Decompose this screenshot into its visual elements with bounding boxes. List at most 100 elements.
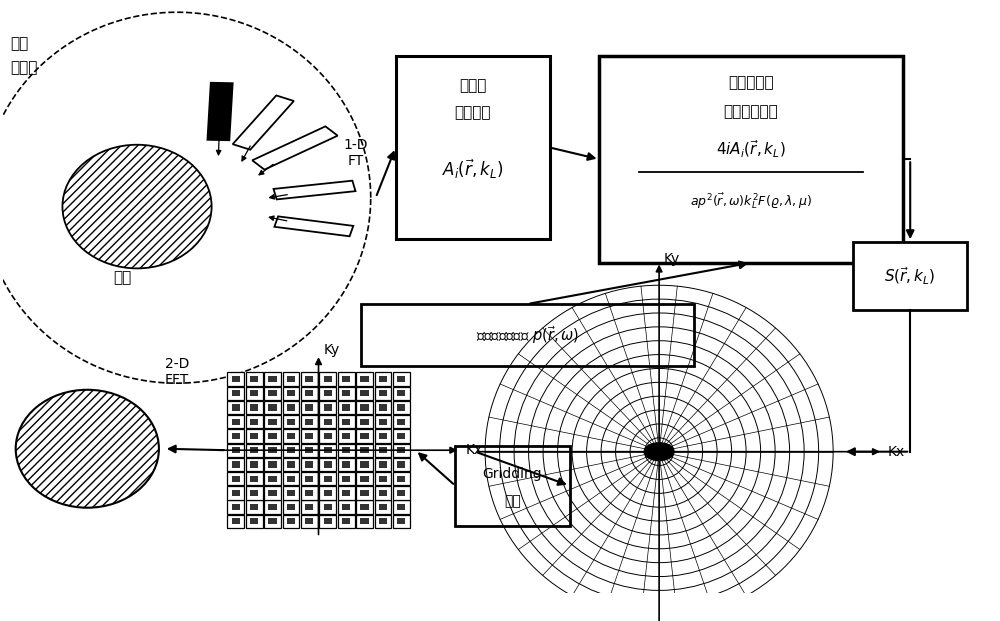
FancyBboxPatch shape [250,519,258,525]
FancyBboxPatch shape [301,429,318,443]
Text: $4iA_i(\vec{r},k_L)$: $4iA_i(\vec{r},k_L)$ [716,138,786,160]
FancyBboxPatch shape [379,504,387,510]
FancyBboxPatch shape [379,476,387,482]
FancyBboxPatch shape [324,390,332,396]
FancyBboxPatch shape [375,486,391,499]
FancyBboxPatch shape [324,504,332,510]
FancyBboxPatch shape [283,515,299,528]
FancyBboxPatch shape [232,419,240,425]
FancyBboxPatch shape [360,490,369,496]
FancyBboxPatch shape [342,419,350,425]
FancyBboxPatch shape [287,519,295,525]
FancyBboxPatch shape [283,415,299,428]
FancyBboxPatch shape [360,461,369,468]
FancyBboxPatch shape [393,429,410,443]
FancyBboxPatch shape [397,404,405,410]
FancyBboxPatch shape [397,461,405,468]
FancyBboxPatch shape [268,519,277,525]
FancyBboxPatch shape [324,447,332,453]
FancyBboxPatch shape [305,490,313,496]
FancyBboxPatch shape [250,419,258,425]
FancyBboxPatch shape [264,458,281,471]
FancyBboxPatch shape [379,419,387,425]
FancyBboxPatch shape [393,501,410,514]
FancyBboxPatch shape [361,304,694,366]
FancyBboxPatch shape [264,443,281,457]
FancyBboxPatch shape [232,404,240,410]
FancyBboxPatch shape [264,472,281,486]
FancyBboxPatch shape [227,501,244,514]
FancyBboxPatch shape [287,490,295,496]
FancyBboxPatch shape [338,429,355,443]
FancyBboxPatch shape [356,458,373,471]
FancyBboxPatch shape [397,476,405,482]
FancyBboxPatch shape [246,387,263,400]
FancyBboxPatch shape [379,404,387,410]
FancyBboxPatch shape [319,429,336,443]
FancyBboxPatch shape [301,373,318,386]
FancyBboxPatch shape [599,56,903,263]
FancyBboxPatch shape [397,419,405,425]
FancyBboxPatch shape [301,401,318,414]
FancyBboxPatch shape [356,472,373,486]
FancyBboxPatch shape [268,461,277,468]
Polygon shape [233,96,294,150]
FancyBboxPatch shape [264,415,281,428]
FancyBboxPatch shape [356,486,373,499]
FancyBboxPatch shape [305,476,313,482]
FancyBboxPatch shape [268,447,277,453]
Ellipse shape [62,145,212,268]
FancyBboxPatch shape [338,515,355,528]
FancyBboxPatch shape [338,458,355,471]
FancyBboxPatch shape [264,486,281,499]
FancyBboxPatch shape [338,486,355,499]
FancyBboxPatch shape [287,376,295,382]
FancyBboxPatch shape [305,433,313,439]
FancyBboxPatch shape [232,476,240,482]
FancyBboxPatch shape [319,401,336,414]
FancyBboxPatch shape [301,458,318,471]
Text: 换能器: 换能器 [11,60,38,75]
FancyBboxPatch shape [397,519,405,525]
FancyBboxPatch shape [283,486,299,499]
Text: $A_i(\vec{r},k_L)$: $A_i(\vec{r},k_L)$ [442,158,503,181]
FancyBboxPatch shape [375,373,391,386]
Text: 修正后的背: 修正后的背 [728,75,774,90]
FancyBboxPatch shape [227,415,244,428]
FancyBboxPatch shape [264,501,281,514]
FancyBboxPatch shape [250,504,258,510]
FancyBboxPatch shape [356,515,373,528]
FancyBboxPatch shape [342,376,350,382]
FancyBboxPatch shape [342,433,350,439]
FancyBboxPatch shape [264,429,281,443]
FancyBboxPatch shape [342,519,350,525]
FancyBboxPatch shape [287,419,295,425]
FancyBboxPatch shape [250,376,258,382]
FancyBboxPatch shape [356,429,373,443]
FancyBboxPatch shape [360,447,369,453]
Text: 工件内声场分布 $p(\vec{r},\omega)$: 工件内声场分布 $p(\vec{r},\omega)$ [476,324,579,346]
FancyBboxPatch shape [342,504,350,510]
FancyBboxPatch shape [360,504,369,510]
FancyBboxPatch shape [246,472,263,486]
Polygon shape [274,216,353,236]
FancyBboxPatch shape [232,390,240,396]
FancyBboxPatch shape [342,404,350,410]
FancyBboxPatch shape [305,404,313,410]
FancyBboxPatch shape [393,415,410,428]
FancyBboxPatch shape [360,433,369,439]
FancyBboxPatch shape [283,429,299,443]
FancyBboxPatch shape [283,401,299,414]
FancyBboxPatch shape [324,519,332,525]
FancyBboxPatch shape [379,519,387,525]
Text: Ky: Ky [323,343,340,356]
FancyBboxPatch shape [375,472,391,486]
FancyBboxPatch shape [375,401,391,414]
Text: Kx: Kx [465,443,482,457]
FancyBboxPatch shape [338,472,355,486]
Text: 算法: 算法 [504,494,521,509]
FancyBboxPatch shape [338,373,355,386]
Text: 2-D
FFT: 2-D FFT [165,357,189,387]
FancyBboxPatch shape [250,404,258,410]
FancyBboxPatch shape [360,376,369,382]
